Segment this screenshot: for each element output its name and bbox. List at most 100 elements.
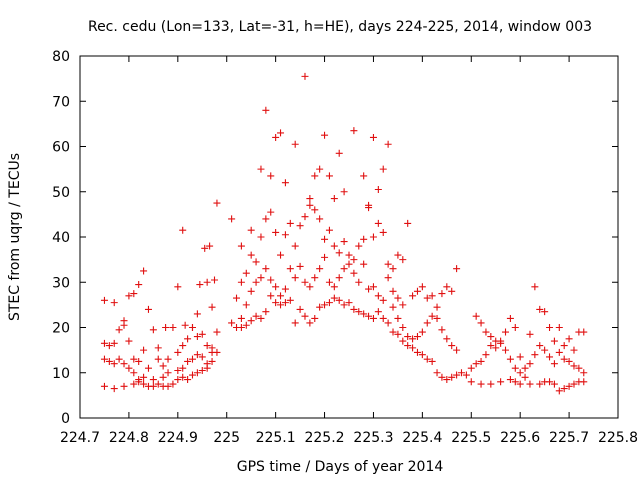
data-point [125,292,133,300]
data-point [252,312,260,320]
data-point [262,215,270,223]
data-point [399,337,407,345]
data-point [286,296,294,304]
data-point [257,233,265,241]
data-point [350,127,358,135]
data-point [580,328,588,336]
data-point [174,348,182,356]
data-point [502,346,510,354]
data-point [257,165,265,173]
data-point [311,206,319,214]
data-point [355,242,363,250]
data-point [301,72,309,80]
data-point [487,380,495,388]
x-tick-label: 225.1 [256,430,296,446]
data-point [316,303,324,311]
data-point [291,140,299,148]
data-point [418,351,426,359]
data-point [384,274,392,282]
data-point [379,228,387,236]
data-point [330,294,338,302]
data-point [409,292,417,300]
data-point [100,382,108,390]
data-point [198,366,206,374]
data-point [188,324,196,331]
data-point [384,260,392,268]
data-point [330,242,338,250]
data-point [443,335,451,343]
data-point [277,251,285,259]
data-point [428,357,436,365]
data-point [448,373,456,381]
data-point [203,342,211,350]
data-point [179,364,187,372]
data-point [433,303,441,311]
data-point [443,376,451,384]
data-point [428,292,436,300]
data-point [506,355,514,363]
data-point [492,344,500,352]
data-point [281,231,289,239]
data-point [291,242,299,250]
data-point [272,133,280,141]
data-point [511,324,519,331]
data-point [140,380,148,388]
data-point [281,299,289,307]
data-point [110,299,118,307]
data-point [321,253,329,261]
data-point [457,369,465,377]
data-point [252,258,260,266]
data-point [516,369,524,377]
data-point [306,283,314,291]
data-point [340,188,348,196]
data-point [272,228,280,236]
data-point [526,380,534,388]
data-point [159,362,167,370]
data-point [360,310,368,318]
data-point [154,380,162,388]
y-tick-label: 20 [52,321,70,337]
data-point [477,319,485,327]
x-axis-label: GPS time / Days of year 2014 [237,459,444,475]
data-point [570,346,578,354]
data-point [340,238,348,246]
data-point [325,226,333,234]
data-point [511,378,519,386]
data-point [521,364,529,372]
data-point [198,330,206,338]
data-point [365,285,373,293]
data-point [330,195,338,203]
data-point [325,172,333,180]
data-point [413,333,421,341]
y-tick-label: 80 [52,49,70,65]
data-point [335,274,343,282]
data-point [325,299,333,307]
data-point [262,308,270,316]
data-point [472,360,480,368]
data-point [369,133,377,141]
data-point [487,342,495,350]
data-point [536,305,544,313]
data-point [340,265,348,273]
data-point [169,380,177,388]
data-point [140,346,148,354]
data-point [193,310,201,318]
data-point [433,369,441,377]
data-point [438,326,446,334]
data-point [262,265,270,273]
data-point [135,378,143,386]
data-point [277,301,285,309]
data-point [196,281,204,289]
data-point [409,344,417,352]
data-point [365,312,373,320]
data-point [301,312,309,320]
data-point [198,353,206,361]
data-point [404,219,412,227]
data-point [179,342,187,350]
data-point [174,283,182,291]
data-point [546,353,554,361]
data-point [281,285,289,293]
data-point [203,364,211,372]
data-point [394,251,402,259]
data-point [267,208,275,216]
